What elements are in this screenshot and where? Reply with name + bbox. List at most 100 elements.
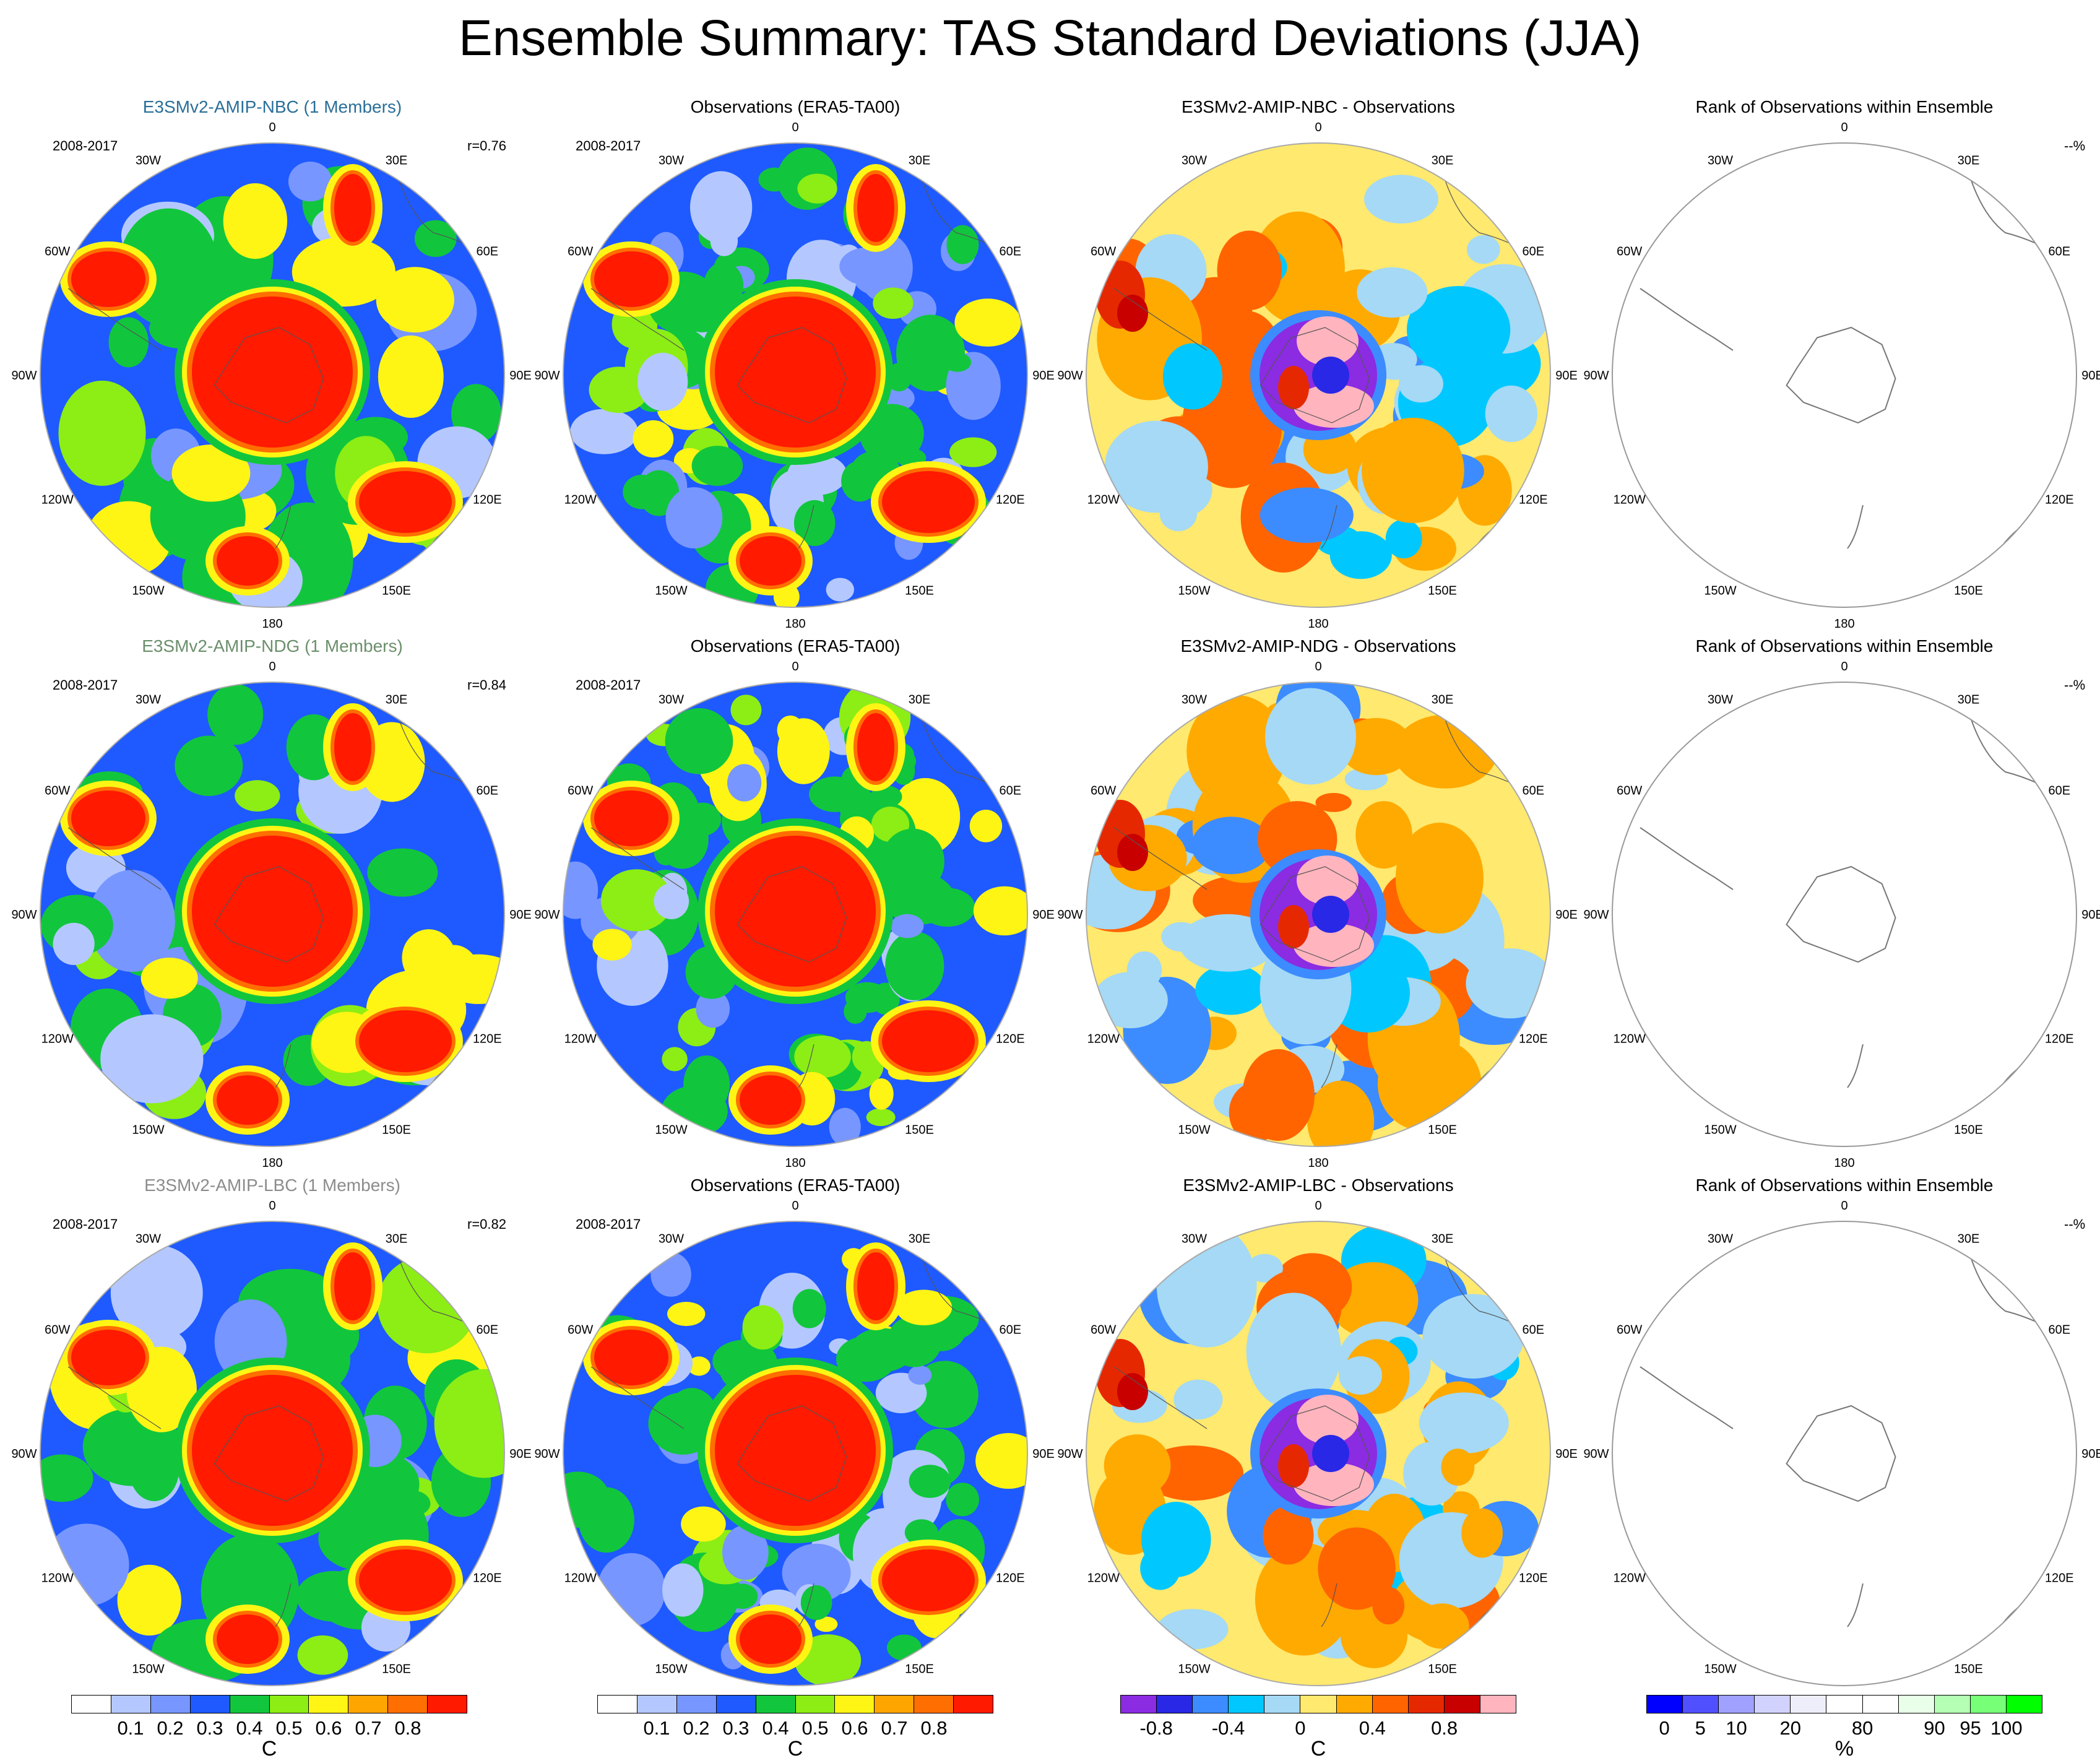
lon-label: 0 xyxy=(1841,121,1847,134)
map-field xyxy=(563,1221,1027,1686)
lon-label: 120E xyxy=(1519,1033,1548,1046)
colorbar-stddev xyxy=(71,1695,467,1713)
field-patch xyxy=(592,929,632,961)
colorbar-tick-label: 100 xyxy=(1990,1717,2023,1739)
colorbar-swatch xyxy=(1407,1696,1444,1713)
colorbar-swatch xyxy=(598,1696,637,1713)
field-patch xyxy=(866,1108,896,1127)
lon-label: 30W xyxy=(136,693,161,707)
lon-label: 60W xyxy=(568,245,593,259)
colorbar-unit: % xyxy=(1834,1737,1854,1761)
colorbar-tick-label: -0.4 xyxy=(1211,1717,1245,1739)
field-patch xyxy=(909,1465,951,1498)
field-patch xyxy=(288,162,332,202)
antarctica-outline xyxy=(737,1405,847,1502)
lon-label: 120E xyxy=(473,493,502,507)
diff-patch xyxy=(1485,385,1538,443)
colorbar-swatch xyxy=(1862,1696,1898,1713)
field-patch xyxy=(839,247,896,286)
field-patch xyxy=(758,167,791,192)
map-field xyxy=(1612,1221,2076,1686)
field-patch xyxy=(973,886,1027,936)
colorbar-swatch xyxy=(1228,1696,1264,1713)
antarctica-outline xyxy=(1786,865,1896,963)
diff-patch xyxy=(1260,487,1354,543)
colorbar-swatch xyxy=(1156,1696,1193,1713)
lon-label: 60E xyxy=(1000,245,1022,259)
field-patch xyxy=(742,1305,784,1350)
field-hotspot xyxy=(71,1330,145,1385)
field-patch xyxy=(727,764,762,802)
polar-core xyxy=(192,1375,353,1526)
lon-label: 120W xyxy=(41,1033,74,1046)
field-patch xyxy=(792,1289,826,1328)
field-patch xyxy=(841,461,878,502)
colorbar-swatch xyxy=(914,1696,954,1713)
diff-patch xyxy=(1117,1373,1148,1410)
lon-label: 90W xyxy=(1583,369,1609,383)
field-hotspot xyxy=(359,1010,452,1072)
diff-patch xyxy=(1377,1036,1468,1131)
field-patch xyxy=(809,776,862,812)
colorbar-swatch xyxy=(1121,1696,1157,1713)
polar-map-panel: 0 30E 60E 90E 120E 150E 180 150W 120W 90W 60W 30W xyxy=(1057,660,1577,1170)
field-patch xyxy=(881,828,944,894)
lon-label: 90E xyxy=(2081,1447,2100,1461)
colorbar-tick-label: 0.8 xyxy=(1431,1717,1458,1739)
colorbar-stddev xyxy=(597,1695,993,1713)
colorbar-swatch xyxy=(1934,1696,1970,1713)
map-field xyxy=(1086,682,1550,1146)
polar-diff-positive xyxy=(1297,856,1359,905)
map-field xyxy=(40,1221,504,1686)
field-hotspot xyxy=(857,1252,894,1320)
field-patch xyxy=(689,171,753,244)
period-label: 2008-2017 xyxy=(576,138,641,154)
lon-label: 30E xyxy=(386,154,408,168)
diff-patch xyxy=(1355,801,1412,869)
polar-map-panel: 030E60E90E120E150E180150W120W90W60W30W20… xyxy=(11,1199,531,1709)
field-patch xyxy=(662,1047,688,1072)
polar-diff-negative xyxy=(1312,357,1349,394)
field-patch xyxy=(727,1583,758,1609)
period-label: 2008-2017 xyxy=(576,677,641,693)
lon-label: 150E xyxy=(905,1662,934,1676)
antarctica-outline xyxy=(1786,326,1896,424)
field-patch xyxy=(88,870,175,972)
diff-panel-title: E3SMv2-AMIP-NBC - Observations xyxy=(1182,97,1455,116)
field-patch xyxy=(667,1301,706,1327)
field-patch xyxy=(662,1563,704,1617)
colorbar-tick-label: 0.3 xyxy=(722,1717,750,1739)
colorbar-swatch xyxy=(834,1696,875,1713)
colorbar-swatch xyxy=(229,1696,269,1713)
map-field xyxy=(1612,143,2076,607)
colorbar-tick-label: 0.7 xyxy=(355,1717,382,1739)
lon-label: 30W xyxy=(1182,154,1207,168)
colorbar-swatch xyxy=(1969,1696,2006,1713)
lon-label: 150E xyxy=(905,584,934,597)
lon-label: 60E xyxy=(477,1323,499,1337)
colorbar-tick-label: 5 xyxy=(1695,1717,1706,1739)
field-patch xyxy=(683,1055,730,1114)
correlation-label: r=0.76 xyxy=(467,138,506,154)
south-america-coast xyxy=(67,1366,162,1429)
map-border xyxy=(563,1221,1028,1686)
lon-label: 30W xyxy=(659,693,684,707)
field-patch xyxy=(633,420,674,458)
lon-label: 120W xyxy=(41,1572,74,1585)
polar-core xyxy=(192,836,353,987)
colorbar-tick-label: 0.2 xyxy=(683,1717,710,1739)
colorbar-swatch xyxy=(150,1696,190,1713)
new-zealand-coast xyxy=(1321,505,1337,549)
colorbar-swatch xyxy=(110,1696,150,1713)
field-patch xyxy=(292,236,395,307)
lon-label: 60E xyxy=(2049,1323,2071,1337)
rank-percent-label: --% xyxy=(2064,677,2085,693)
field-patch xyxy=(429,945,479,999)
lon-label: 150E xyxy=(1954,1662,1983,1676)
lon-label: 90E xyxy=(1032,369,1055,383)
field-patch xyxy=(815,1616,838,1632)
field-patch xyxy=(367,848,438,897)
map-field xyxy=(1086,143,1550,607)
field-patch xyxy=(570,409,638,454)
lon-label: 90W xyxy=(1057,369,1082,383)
